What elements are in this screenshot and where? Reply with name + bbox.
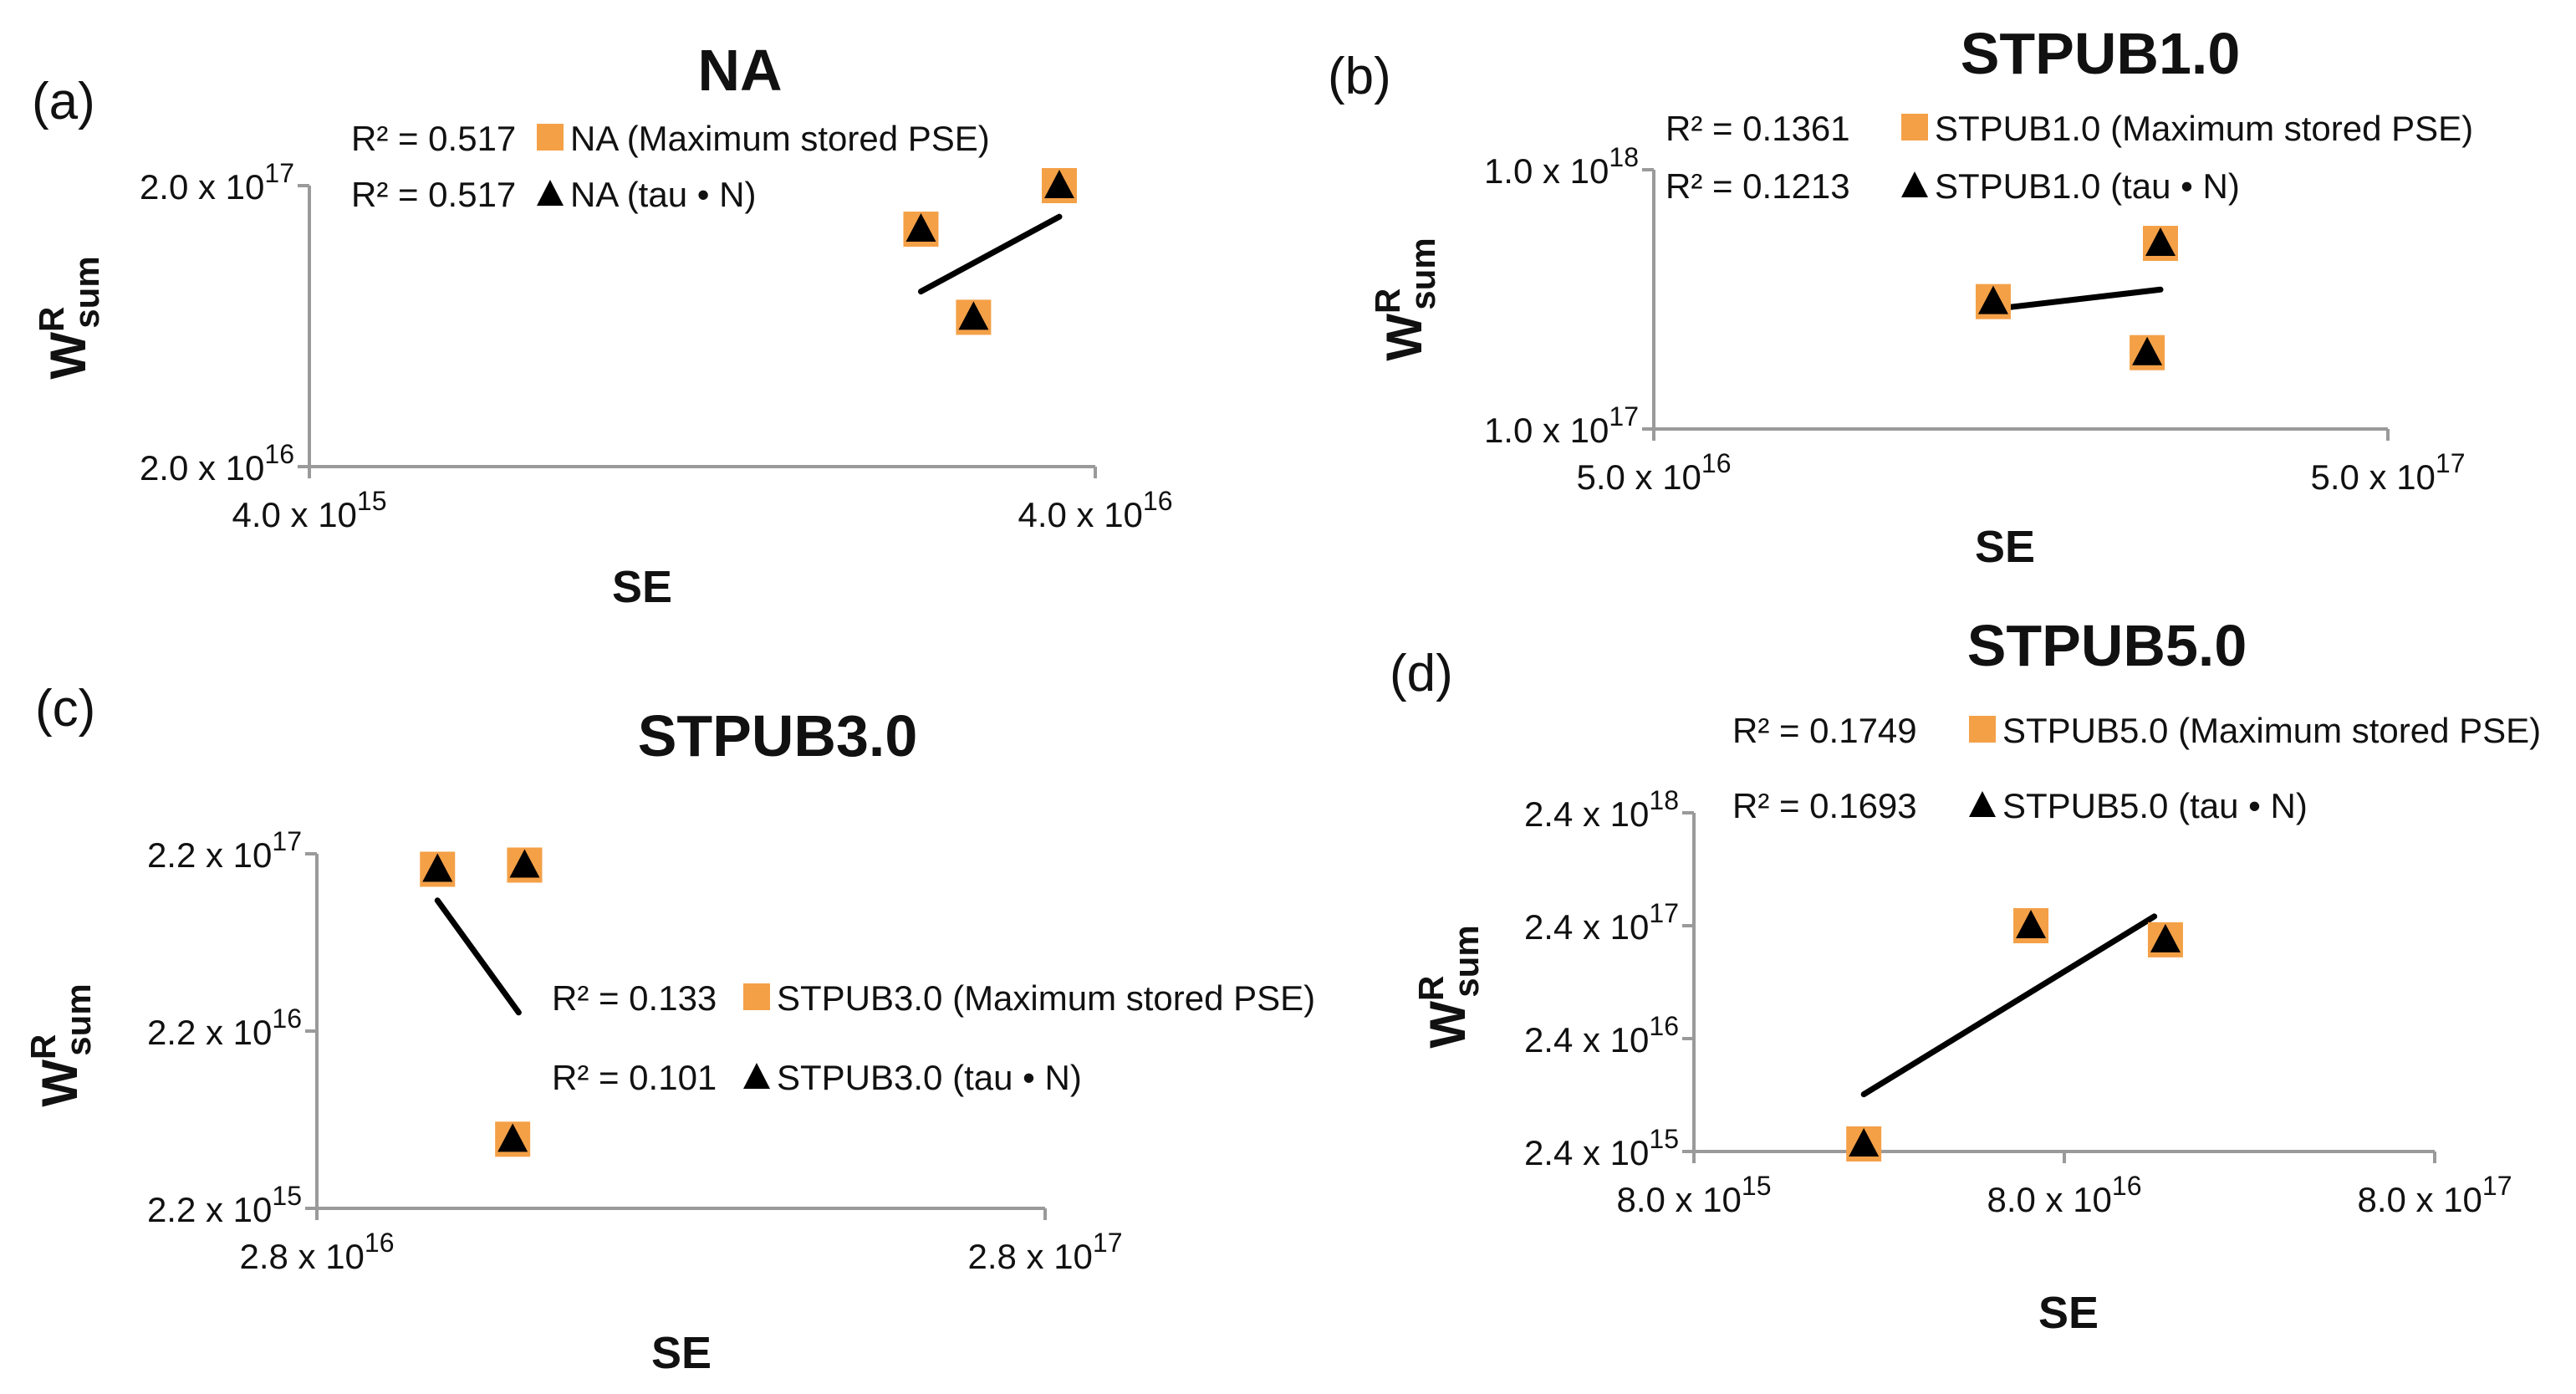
data-points — [1975, 226, 2178, 370]
chart-title: STPUB1.0 — [1961, 21, 2241, 86]
data-point-triangle — [958, 301, 989, 330]
y-axis-label: WRsum — [1368, 237, 1442, 360]
x-axis-label: SE — [2038, 1288, 2099, 1338]
trendline-layer — [917, 213, 1063, 295]
x-tick-label: 4.0 x 1015 — [232, 486, 386, 534]
x-axis-label: SE — [1975, 522, 2035, 572]
data-point-triangle — [2132, 336, 2163, 365]
data-point-triangle — [422, 853, 453, 882]
data-point-triangle — [1849, 1127, 1880, 1157]
y-tick-label: 2.2 x 1015 — [147, 1181, 302, 1229]
legend: R² = 0.133 STPUB3.0 (Maximum stored PSE) R… — [552, 978, 1315, 1097]
y-tick-label: 2.2 x 1016 — [147, 1003, 302, 1052]
x-axis-label: SE — [612, 562, 672, 612]
data-point-triangle — [497, 1123, 528, 1152]
legend-square-marker — [537, 124, 564, 151]
chart-title: STPUB5.0 — [1967, 613, 2247, 678]
r-squared-label: R² = 0.101 — [552, 1058, 717, 1097]
x-tick-label: 2.8 x 1016 — [239, 1228, 394, 1276]
r-squared-label: R² = 0.133 — [552, 978, 717, 1018]
chart-title: NA — [697, 38, 782, 103]
y-tick-label: 2.4 x 1016 — [1524, 1011, 1679, 1060]
trendline-layer — [434, 897, 522, 1016]
r-squared-label: R² = 0.1749 — [1732, 711, 1917, 750]
data-point-triangle — [2150, 923, 2181, 952]
trendline — [917, 213, 1063, 295]
data-point-triangle — [2145, 227, 2176, 257]
y-axis-label: WRsum — [1411, 925, 1486, 1048]
y-tick-label: 2.0 x 1016 — [140, 439, 294, 488]
legend-series-name: NA (tau • N) — [570, 175, 756, 214]
legend: R² = 0.517 NA (Maximum stored PSE) R² = 0.… — [351, 119, 990, 214]
chart-title: STPUB3.0 — [638, 703, 918, 768]
axes: 2.4 x 1015 2.4 x 1016 2.4 x 1017 2.4 x 1018… — [1524, 785, 2512, 1219]
y-axis-label: WRsum — [32, 256, 106, 379]
r-squared-label: R² = 0.517 — [351, 119, 516, 158]
data-points — [1846, 908, 2183, 1162]
y-tick-label: 1.0 x 1018 — [1484, 142, 1639, 191]
legend: R² = 0.1361 STPUB1.0 (Maximum stored PSE)… — [1665, 109, 2473, 206]
y-tick-label: 1.0 x 1017 — [1484, 401, 1639, 450]
trendline — [434, 897, 522, 1016]
x-tick-label: 5.0 x 1017 — [2310, 448, 2465, 497]
x-tick-label: 8.0 x 1017 — [2357, 1171, 2512, 1219]
data-points — [903, 168, 1077, 335]
axes: 2.0 x 1016 2.0 x 1017 4.0 x 1015 4.0 x 1016 — [140, 158, 1173, 534]
y-axis-label: WRsum — [23, 983, 98, 1106]
data-points — [420, 847, 543, 1157]
axes: 1.0 x 1017 1.0 x 1018 5.0 x 1016 5.0 x 1017 — [1484, 142, 2466, 497]
y-tick-label: 2.4 x 1017 — [1524, 898, 1679, 947]
legend-series-name: STPUB1.0 (tau • N) — [1935, 166, 2240, 206]
trendline-layer — [1860, 913, 2158, 1098]
legend-triangle-marker — [1901, 171, 1928, 197]
trendline — [1860, 913, 2158, 1098]
y-tick-label: 2.0 x 1017 — [140, 158, 294, 207]
y-tick-label: 2.2 x 1017 — [147, 826, 302, 875]
legend-series-name: STPUB3.0 (tau • N) — [777, 1058, 1082, 1097]
x-axis-label: SE — [651, 1328, 712, 1378]
y-tick-label: 2.4 x 1018 — [1524, 785, 1679, 834]
legend-square-marker — [1901, 114, 1928, 140]
data-point-triangle — [1977, 285, 2008, 314]
trendline-layer — [1990, 286, 2164, 313]
legend: R² = 0.1749 STPUB5.0 (Maximum stored PSE)… — [1732, 711, 2541, 825]
x-tick-label: 8.0 x 1015 — [1616, 1171, 1771, 1219]
panel-a: (a) NA SE WRsum 2.0 x 1016 2.0 x 1017 4.0 … — [32, 38, 1173, 612]
legend-series-name: STPUB5.0 (tau • N) — [2002, 786, 2308, 825]
legend-square-marker — [743, 983, 770, 1010]
data-point-triangle — [905, 213, 936, 243]
legend-triangle-marker — [537, 180, 564, 206]
r-squared-label: R² = 0.1693 — [1732, 786, 1917, 825]
data-point-triangle — [509, 849, 540, 878]
panel-label: (d) — [1390, 645, 1453, 702]
r-squared-label: R² = 0.517 — [351, 175, 516, 214]
x-tick-label: 5.0 x 1016 — [1576, 448, 1731, 497]
panel-label: (b) — [1328, 48, 1391, 105]
x-tick-label: 8.0 x 1016 — [1987, 1171, 2141, 1219]
panel-label: (a) — [32, 73, 95, 130]
x-tick-label: 2.8 x 1017 — [967, 1228, 1122, 1276]
r-squared-label: R² = 0.1213 — [1665, 166, 1850, 206]
legend-series-name: STPUB5.0 (Maximum stored PSE) — [2002, 711, 2541, 750]
data-point-triangle — [2016, 910, 2047, 938]
x-tick-label: 4.0 x 1016 — [1018, 486, 1172, 534]
trendline — [1990, 286, 2164, 313]
panel-label: (c) — [35, 680, 95, 738]
legend-series-name: NA (Maximum stored PSE) — [570, 119, 990, 158]
r-squared-label: R² = 0.1361 — [1665, 109, 1850, 148]
legend-series-name: STPUB3.0 (Maximum stored PSE) — [777, 978, 1315, 1018]
data-point-triangle — [1043, 170, 1074, 198]
legend-square-marker — [1969, 716, 1996, 743]
axes: 2.2 x 1015 2.2 x 1016 2.2 x 1017 2.8 x 1016… — [147, 826, 1123, 1276]
legend-series-name: STPUB1.0 (Maximum stored PSE) — [1935, 109, 2473, 148]
y-tick-label: 2.4 x 1015 — [1524, 1124, 1679, 1172]
legend-triangle-marker — [743, 1063, 770, 1089]
legend-triangle-marker — [1969, 791, 1996, 817]
